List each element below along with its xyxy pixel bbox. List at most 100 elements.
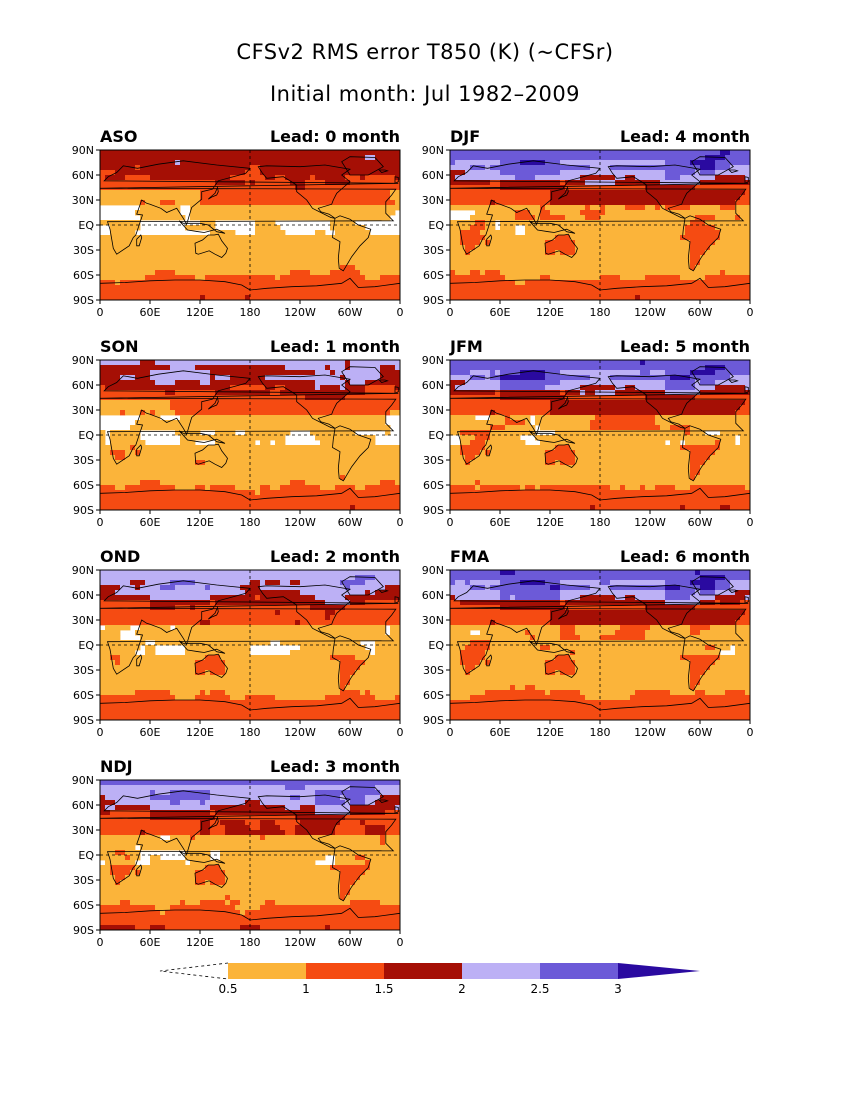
error-cell [245,430,291,436]
coastline [378,379,389,383]
coastline [99,790,399,885]
error-cell [455,160,501,166]
panel-lead-label: Lead: 0 month [270,127,400,146]
coastline [194,233,228,258]
error-cell [475,245,546,251]
lat-tick-label: 60S [73,899,94,912]
error-cell [115,660,121,666]
error-cell [370,865,401,871]
lon-tick-label: 60E [140,726,161,739]
error-cell [120,880,196,886]
error-cell [455,270,471,276]
error-cell [180,160,401,166]
panel-season-label: NDJ [100,757,133,776]
lat-tick-label: 60N [72,589,94,602]
error-cell [135,210,181,216]
error-cell [140,830,146,836]
error-cell [210,585,241,591]
error-cell [715,595,746,601]
error-cell [100,710,401,716]
error-cell [695,590,701,596]
error-cell [625,385,636,391]
lon-tick-label: 120W [634,726,666,739]
error-cell [450,590,501,596]
error-cell [715,580,731,586]
error-cell [520,580,546,586]
error-cell [330,655,356,661]
error-cell [705,670,751,676]
error-cell [340,670,356,676]
error-cell [655,420,751,426]
lat-tick-label: 30N [72,824,94,837]
error-cell [725,155,751,161]
error-cell [305,185,401,191]
error-cell [150,595,211,601]
colorbar-tick-label: 3 [614,982,622,996]
error-cell [495,410,551,416]
error-cell [180,900,186,906]
error-cell [690,460,706,466]
error-cell [565,600,666,606]
error-cell [210,375,216,381]
error-cell [385,430,391,436]
error-cell [195,870,226,876]
error-cell [450,475,691,481]
error-cell [340,385,346,391]
error-cell [275,610,281,616]
error-cell [690,450,716,456]
error-cell [120,585,136,591]
error-cell [605,210,751,216]
error-cell [695,170,701,176]
error-cell [150,370,211,376]
error-cell [135,870,141,876]
coastline [682,215,722,272]
error-cell [210,805,286,811]
error-cell [100,180,216,186]
error-cell [450,225,471,231]
error-cell [175,390,216,396]
error-cell [450,160,456,166]
error-cell [345,395,401,401]
error-cell [100,295,201,301]
error-cell [485,445,556,451]
error-cell [175,585,206,591]
coastline [558,396,569,410]
antarctica-coastline [449,487,751,501]
error-cell [360,270,401,276]
error-cell [305,785,351,791]
error-cell [720,430,751,436]
error-cell [350,380,366,386]
error-cell [100,455,116,461]
error-cell [665,160,691,166]
error-cell [185,650,251,656]
error-cell [460,650,486,656]
error-cell [645,605,696,611]
error-cell [490,430,536,436]
error-cell [175,380,201,386]
error-shading [450,150,751,301]
error-cell [550,275,601,281]
lon-tick-label: 0 [747,516,754,529]
error-cell [350,680,401,686]
error-cell [465,455,476,461]
coastline [99,580,399,675]
error-cell [450,670,466,676]
error-cell [190,605,196,611]
error-cell [470,580,501,586]
error-cell [690,675,701,681]
error-cell [480,270,486,276]
error-cell [535,635,561,641]
error-cell [575,240,691,246]
colorbar-swatch [384,963,462,979]
error-cell [665,205,691,211]
error-cell [450,175,456,181]
coastline [178,850,226,864]
error-cell [340,820,361,826]
error-cell [535,685,691,691]
error-cell [385,825,401,831]
error-cell [690,680,701,686]
error-cell [340,265,356,271]
error-cell [560,170,666,176]
error-cell [245,170,261,176]
error-cell [375,695,396,701]
